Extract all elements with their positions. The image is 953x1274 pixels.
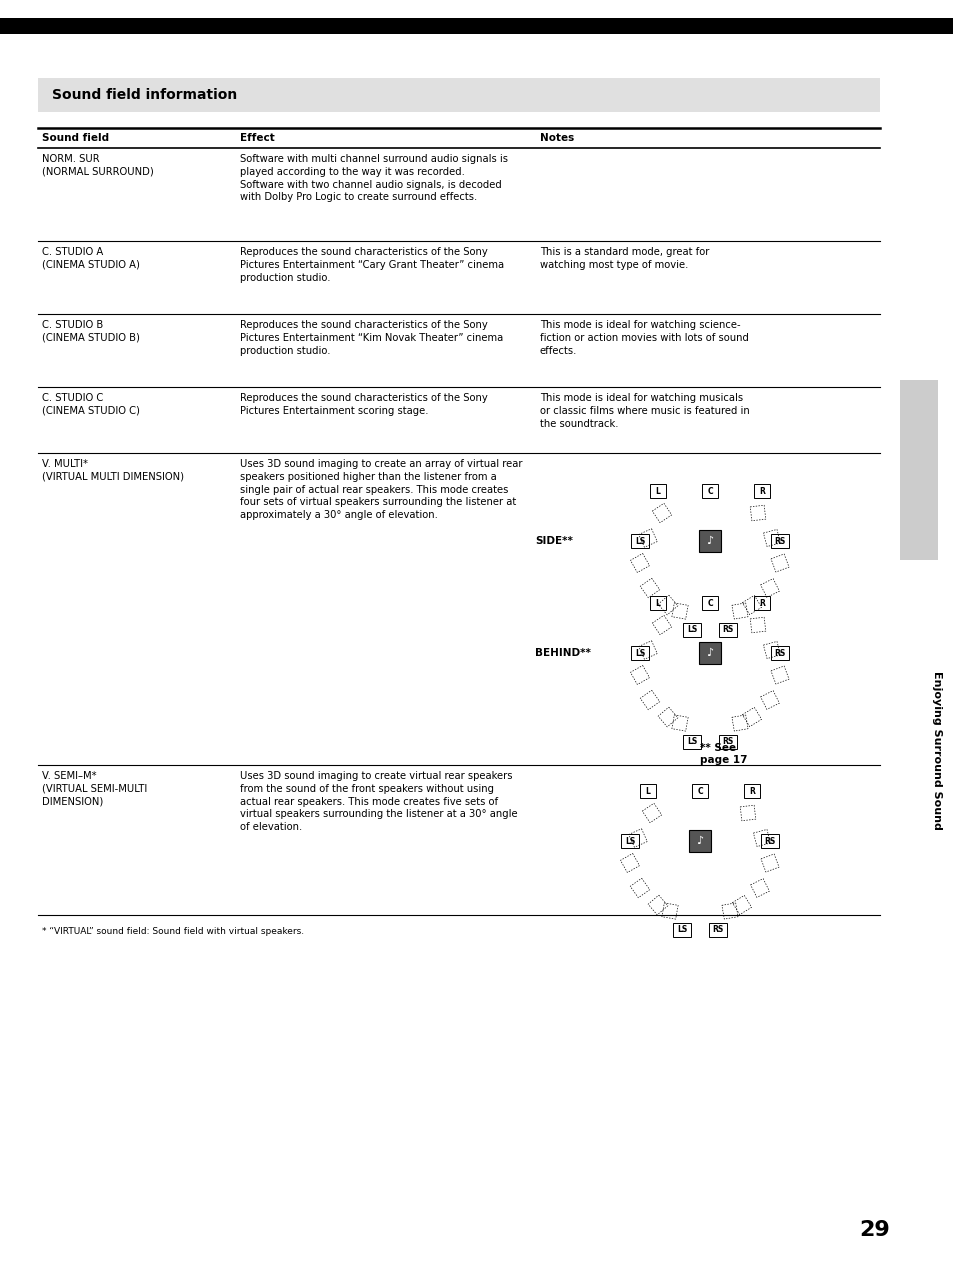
Text: RS: RS [774,536,785,545]
Text: C. STUDIO B
(CINEMA STUDIO B): C. STUDIO B (CINEMA STUDIO B) [42,320,140,343]
Text: V. SEMI–M*
(VIRTUAL SEMI-MULTI
DIMENSION): V. SEMI–M* (VIRTUAL SEMI-MULTI DIMENSION… [42,771,147,806]
Bar [699,642,720,664]
Text: This is a standard mode, great for
watching most type of movie.: This is a standard mode, great for watch… [539,247,709,270]
Bar [649,596,665,610]
Bar [719,623,737,637]
Text: This mode is ideal for watching science-
fiction or action movies with lots of s: This mode is ideal for watching science-… [539,320,748,355]
Bar [760,834,779,848]
Bar [708,922,726,936]
Text: ** See
page 17: ** See page 17 [700,743,747,766]
Text: L: L [645,786,650,795]
Bar [699,530,720,552]
Bar [691,784,707,798]
Text: RS: RS [721,626,733,634]
Text: L: L [655,487,659,496]
Text: RS: RS [721,738,733,747]
Text: LS: LS [677,925,686,935]
Text: R: R [759,487,764,496]
Text: C: C [706,487,712,496]
Bar [649,484,665,498]
Bar [743,784,760,798]
Bar [672,922,690,936]
Text: Sound field information: Sound field information [52,88,237,102]
Text: LS: LS [624,837,635,846]
Text: C: C [706,599,712,608]
Text: Reproduces the sound characteristics of the Sony
Pictures Entertainment “Kim Nov: Reproduces the sound characteristics of … [240,320,503,355]
Text: C. STUDIO C
(CINEMA STUDIO C): C. STUDIO C (CINEMA STUDIO C) [42,392,140,415]
Bar [770,646,788,660]
Text: RS: RS [774,648,785,657]
Text: C. STUDIO A
(CINEMA STUDIO A): C. STUDIO A (CINEMA STUDIO A) [42,247,140,270]
Bar [899,380,937,561]
Text: ♪: ♪ [706,648,713,657]
Bar [770,534,788,548]
Bar [0,18,953,34]
Text: Notes: Notes [539,132,574,143]
Text: RS: RS [712,925,723,935]
Text: BEHIND**: BEHIND** [535,648,590,657]
Text: Reproduces the sound characteristics of the Sony
Pictures Entertainment scoring : Reproduces the sound characteristics of … [240,392,487,415]
Text: LS: LS [686,738,697,747]
Bar [639,784,656,798]
Text: Uses 3D sound imaging to create an array of virtual rear
speakers positioned hig: Uses 3D sound imaging to create an array… [240,459,522,520]
Bar [688,829,710,852]
Bar [620,834,639,848]
Text: ♪: ♪ [696,836,702,846]
Text: LS: LS [634,536,644,545]
Bar [682,623,700,637]
Text: R: R [759,599,764,608]
Text: 29: 29 [859,1220,889,1240]
Bar [630,646,648,660]
Text: NORM. SUR
(NORMAL SURROUND): NORM. SUR (NORMAL SURROUND) [42,154,153,177]
Text: R: R [748,786,754,795]
Bar [719,735,737,749]
Text: LS: LS [634,648,644,657]
Text: Reproduces the sound characteristics of the Sony
Pictures Entertainment “Cary Gr: Reproduces the sound characteristics of … [240,247,503,283]
Text: RS: RS [763,837,775,846]
Text: Software with multi channel surround audio signals is
played according to the wa: Software with multi channel surround aud… [240,154,507,203]
Text: Uses 3D sound imaging to create virtual rear speakers
from the sound of the fron: Uses 3D sound imaging to create virtual … [240,771,517,832]
Text: Enjoying Surround Sound: Enjoying Surround Sound [931,670,941,829]
Text: This mode is ideal for watching musicals
or classic films where music is feature: This mode is ideal for watching musicals… [539,392,749,428]
Bar [682,735,700,749]
Bar [753,596,769,610]
Text: V. MULTI*
(VIRTUAL MULTI DIMENSION): V. MULTI* (VIRTUAL MULTI DIMENSION) [42,459,184,482]
Text: C: C [697,786,702,795]
Bar [701,596,718,610]
Bar [630,534,648,548]
Text: L: L [655,599,659,608]
Bar [701,484,718,498]
Text: Effect: Effect [240,132,274,143]
Bar [753,484,769,498]
Text: LS: LS [686,626,697,634]
Text: Sound field: Sound field [42,132,109,143]
Text: * “VIRTUAL” sound field: Sound field with virtual speakers.: * “VIRTUAL” sound field: Sound field wit… [42,927,304,936]
Text: SIDE**: SIDE** [535,536,572,547]
Bar [38,78,879,112]
Text: ♪: ♪ [706,536,713,547]
